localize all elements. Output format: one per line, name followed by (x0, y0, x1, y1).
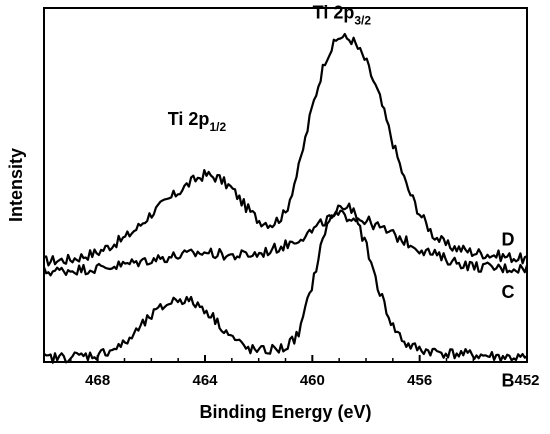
plot-border (43, 7, 528, 363)
peak-annotation: Ti 2p1/2 (168, 109, 227, 134)
peak-annotation: Ti 2p3/2 (313, 3, 372, 28)
x-axis-title: Binding Energy (eV) (199, 402, 371, 422)
series-line-D (43, 32, 528, 267)
series-label-C: C (502, 282, 515, 302)
series-group (42, 32, 529, 364)
x-tick-label: 464 (192, 372, 218, 389)
series-line-C (42, 209, 529, 277)
series-labels: D C B (502, 229, 515, 390)
series-label-B: B (502, 370, 515, 390)
series-label-D: D (502, 229, 515, 249)
series-line-B (43, 202, 528, 364)
x-tick-label: 452 (514, 372, 539, 389)
y-axis-title: Intensity (6, 148, 26, 222)
x-axis-ticks: 468 464 460 456 452 (43, 355, 540, 389)
peak-annotations: Ti 2p1/2 Ti 2p3/2 (168, 3, 372, 134)
x-tick-label: 468 (85, 372, 110, 389)
x-tick-label: 460 (300, 372, 325, 389)
x-tick-label: 456 (407, 372, 432, 389)
plot-frame (43, 7, 528, 363)
